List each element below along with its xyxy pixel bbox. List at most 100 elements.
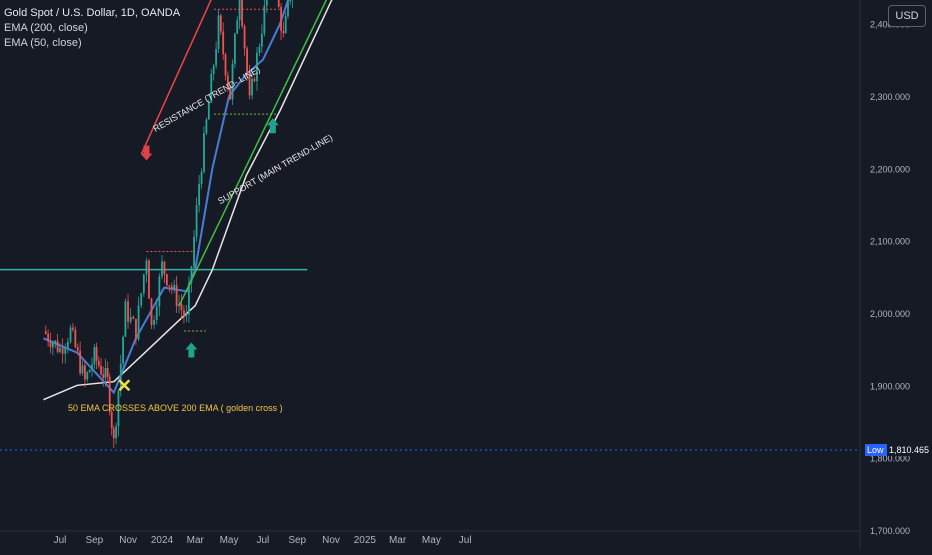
golden-cross-marker [118, 379, 131, 392]
candle-body [161, 261, 163, 277]
indicator-ema-50[interactable]: EMA (50, close) [4, 37, 82, 49]
candle-body [287, 1, 289, 17]
price-tag-label-low: Low [867, 445, 884, 455]
candle-body [265, 0, 268, 6]
candle-body [163, 261, 166, 275]
y-tick-label-3: 2,000.000 [870, 309, 910, 319]
candle-body [66, 341, 69, 348]
x-tick-label-4: Mar [187, 535, 205, 546]
x-tick-label-10: Mar [389, 535, 407, 546]
price-tag-value-low: 1,810.465 [889, 445, 929, 455]
candle-body [193, 236, 195, 267]
candle-body [100, 365, 102, 375]
candle-body [110, 411, 113, 429]
candle-body [54, 340, 57, 344]
candle-body [253, 78, 256, 82]
candle-body [180, 303, 183, 311]
candle-body [165, 274, 168, 286]
candle-body [122, 336, 124, 364]
candle-body [282, 30, 285, 34]
candle-body [64, 347, 67, 354]
candle-body [124, 301, 127, 337]
candle-body [280, 6, 282, 31]
y-tick-label-6: 2,300.000 [870, 92, 910, 102]
candle-body [150, 298, 153, 325]
candle-body [258, 46, 261, 53]
candle-body [84, 365, 86, 380]
x-tick-label-3: 2024 [151, 535, 174, 546]
price-scale[interactable] [860, 0, 932, 550]
candle-body [222, 31, 225, 55]
candle-body [145, 260, 148, 275]
y-tick-label-2: 1,900.000 [870, 381, 910, 391]
candle-body [212, 65, 215, 75]
candle-body [81, 365, 84, 374]
annotation-support: SUPPORT (MAIN TREND-LINE) [216, 132, 334, 206]
y-tick-label-1: 1,800.000 [870, 454, 910, 464]
candle-body [224, 54, 227, 76]
candle-body [289, 0, 292, 2]
candle-body [277, 0, 280, 7]
y-tick-label-5: 2,200.000 [870, 164, 910, 174]
y-tick-label-4: 2,100.000 [870, 237, 910, 247]
candle-body [215, 48, 218, 66]
candle-body [148, 260, 150, 299]
indicator-ema-200[interactable]: EMA (200, close) [4, 22, 88, 34]
arrow-up-3 [185, 342, 198, 358]
candle-body [217, 15, 220, 49]
candle-body [61, 347, 64, 354]
candle-body [119, 363, 122, 391]
chart-legend: Gold Spot / U.S. Dollar, 1D, OANDA EMA (… [4, 6, 180, 51]
candle-body [135, 318, 137, 340]
candle-body [104, 367, 107, 378]
candle-body [203, 133, 205, 172]
candle-body [91, 364, 93, 371]
candle-body [229, 86, 232, 100]
candle-body [246, 48, 248, 75]
candle-body [132, 316, 135, 319]
x-tick-label-0: Jul [54, 535, 67, 546]
currency-button[interactable]: USD [888, 5, 926, 27]
candle-body [153, 319, 155, 325]
candlesticks [44, 0, 294, 449]
candle-body [115, 426, 117, 439]
candle-body [97, 360, 100, 366]
x-tick-label-2: Nov [119, 535, 137, 546]
candle-body [190, 266, 193, 283]
candle-body [106, 367, 109, 377]
candle-body [47, 333, 50, 342]
x-tick-label-12: Jul [459, 535, 472, 546]
candle-body [102, 374, 105, 378]
candle-body [108, 376, 111, 412]
candle-body [86, 372, 89, 380]
candle-body [284, 16, 287, 34]
candle-body [155, 306, 158, 320]
candle-body [51, 343, 54, 348]
trend-line-resistance[interactable] [140, 0, 422, 155]
candle-body [238, 0, 241, 21]
candle-body [188, 282, 190, 315]
candle-body [140, 293, 143, 306]
candle-body [142, 274, 145, 294]
candle-body [210, 74, 213, 103]
ema-200-line [43, 0, 333, 401]
x-tick-label-7: Sep [288, 535, 306, 546]
candle-body [112, 428, 115, 439]
candle-body [185, 314, 188, 317]
trend-line-support[interactable] [178, 0, 478, 307]
candle-body [226, 75, 229, 87]
x-tick-label-11: May [422, 535, 441, 546]
candle-body [198, 183, 201, 206]
candle-body [219, 15, 222, 32]
candle-body [260, 33, 263, 47]
candle-body [117, 390, 120, 427]
candle-body [248, 74, 251, 96]
candle-body [236, 20, 239, 34]
candle-body [256, 52, 258, 82]
candle-body [205, 119, 208, 134]
candle-body [170, 286, 173, 289]
candle-body [183, 310, 185, 317]
x-tick-label-1: Sep [85, 535, 103, 546]
